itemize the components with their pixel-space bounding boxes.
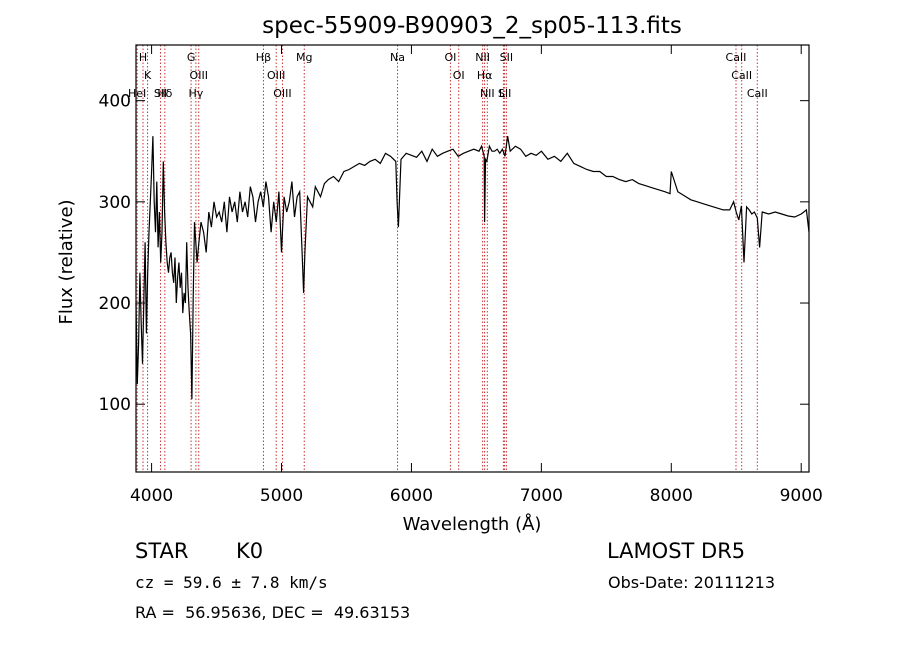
spectral-line-markers (136, 45, 758, 472)
line-label-4: Hδ (157, 87, 172, 100)
line-label-8: Hβ (256, 51, 271, 64)
spectrum-line (135, 135, 810, 400)
line-label-16: Hα (477, 69, 493, 82)
x-axis-ticks: 4000 5000 6000 7000 8000 9000 (130, 45, 823, 506)
line-label-12: Na (390, 51, 405, 64)
line-label-3: SII (154, 87, 167, 100)
line-label-11: Mg (296, 51, 312, 64)
observation-date: Obs-Date: 20111213 (608, 573, 776, 592)
line-label-14: OI (453, 69, 465, 82)
x-tick-label-3: 7000 (520, 486, 563, 506)
y-tick-label-1: 200 (99, 294, 131, 314)
y-tick-label-3: 400 (99, 92, 131, 112)
chart-title: spec-55909-B90903_2_sp05-113.fits (262, 13, 682, 39)
plot-frame (135, 44, 810, 473)
line-label-21: CaII (726, 51, 747, 64)
line-label-17: NII (480, 87, 495, 100)
line-label-5: G (187, 51, 196, 64)
x-axis-label: Wavelength (Å) (403, 513, 542, 535)
line-label-15: NII (475, 51, 490, 64)
line-label-10: OIII (273, 87, 291, 100)
line-label-6: OIII (190, 69, 208, 82)
x-tick-label-5: 9000 (780, 486, 823, 506)
x-tick-label-0: 4000 (130, 486, 173, 506)
redshift-velocity: cz = 59.6 ± 7.8 km/s (135, 573, 328, 592)
y-axis-ticks: 100 200 300 400 (99, 92, 809, 415)
line-label-19: SII (500, 51, 513, 64)
y-axis-label: Flux (relative) (56, 199, 77, 324)
line-label-2: HeI (128, 87, 146, 100)
line-label-23: CaII (747, 87, 768, 100)
line-label-13: OI (444, 51, 456, 64)
line-label-9: OIII (267, 69, 285, 82)
line-label-1: K (144, 69, 152, 82)
y-tick-label-0: 100 (99, 395, 131, 415)
x-tick-label-2: 6000 (390, 486, 433, 506)
spectral-subclass: K0 (236, 539, 264, 563)
line-label-20: Li (499, 87, 508, 100)
x-tick-label-4: 8000 (650, 486, 693, 506)
line-label-18: SII (498, 87, 511, 100)
object-class: STAR (135, 539, 189, 563)
y-tick-label-2: 300 (99, 193, 131, 213)
line-label-22: CaII (731, 69, 752, 82)
coordinates: RA = 56.95636, DEC = 49.63153 (135, 603, 411, 622)
line-label-0: H (139, 51, 147, 64)
line-label-7: Hγ (189, 87, 204, 100)
x-tick-label-1: 5000 (260, 486, 303, 506)
survey-name: LAMOST DR5 (607, 539, 746, 563)
